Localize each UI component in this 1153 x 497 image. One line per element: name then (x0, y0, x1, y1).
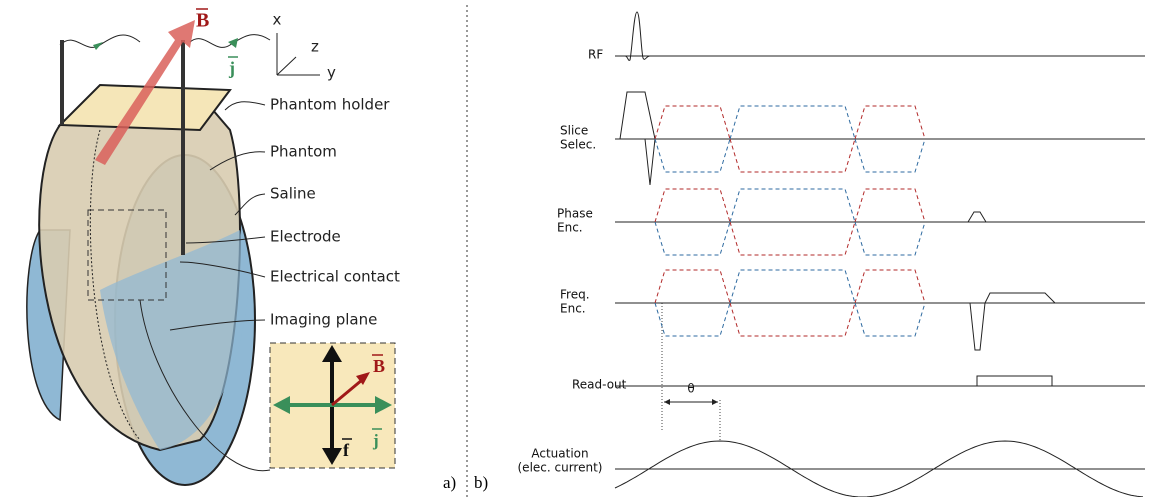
gradient-lobe (654, 105, 731, 140)
callout-label: Imaging plane (270, 311, 377, 329)
b-arrow (331, 378, 363, 407)
gradient-lobe (854, 221, 926, 256)
arrowhead (322, 345, 342, 362)
gradient-lobe (729, 221, 856, 256)
pulse-sequence: θ RFSliceSelec.PhaseEnc.Freq.Enc.Read-ou… (518, 11, 1145, 497)
edge (89, 129, 141, 441)
gradient-lobe (854, 302, 926, 337)
callout-label: Phantom holder (270, 96, 390, 114)
row-label: Enc. (560, 302, 586, 316)
wire (189, 34, 271, 48)
axis-z: z (311, 38, 319, 56)
holder-top (57, 83, 232, 132)
j-label: j (228, 58, 235, 78)
row-label: RF (588, 48, 603, 62)
axis (276, 56, 297, 76)
gradient-lobe (854, 188, 926, 223)
arrowhead (712, 399, 718, 405)
row-label: Phase (557, 207, 593, 221)
inset-j: j (372, 431, 379, 450)
phantom-illustration: B j x z y Phantom holder Phantom Saline Ele… (26, 8, 400, 486)
gradient-lobe (854, 138, 926, 173)
row-label: Actuation (531, 447, 588, 461)
b-label: B (196, 10, 209, 32)
row-label: Selec. (560, 138, 596, 152)
panel-label: a) (443, 473, 456, 492)
gradient-lobe (729, 269, 856, 304)
saline-fill (100, 230, 250, 450)
current-arrow (228, 38, 238, 48)
gradient-lobe (654, 302, 731, 337)
gradient-lobe (729, 302, 856, 337)
row-label: Freq. (560, 288, 590, 302)
callout-label: Electrode (270, 228, 341, 246)
gradient-lobe (854, 269, 926, 304)
arrowhead (664, 399, 670, 405)
row-label: Slice (560, 124, 588, 138)
wire (59, 34, 141, 48)
row-label: (elec. current) (518, 461, 603, 475)
gradient-lobe (729, 105, 856, 140)
gradient-lobe (654, 138, 731, 173)
callout-label: Saline (270, 185, 316, 203)
leader (169, 319, 266, 331)
readout-window (976, 375, 1053, 387)
gradient-lobe (654, 269, 731, 304)
gradient-lobe (729, 138, 856, 173)
leader (234, 193, 266, 216)
axis-y: y (327, 64, 336, 82)
current-arrow (93, 42, 103, 50)
labels: Phantom holder Phantom Saline Electrode Elec… (270, 96, 400, 329)
gradient-lobe (729, 188, 856, 223)
leader (224, 101, 266, 111)
rf-pulse (615, 11, 651, 61)
leader (209, 151, 266, 171)
leader (179, 261, 266, 278)
arrowhead (375, 396, 392, 414)
inset-b: B (373, 356, 385, 376)
callout-label: Phantom (270, 143, 337, 161)
callout-label: Electrical contact (270, 268, 400, 286)
gradient-lobe (854, 105, 926, 140)
panel-label: b) (474, 473, 488, 492)
theta-label: θ (687, 382, 694, 396)
gradient-lobe (654, 221, 731, 256)
b-field-arrow (95, 20, 195, 165)
arrowhead (322, 448, 342, 465)
leader (185, 236, 266, 244)
row-label: Enc. (557, 221, 583, 235)
inset-f: f (343, 440, 350, 460)
imaging-plane (87, 209, 167, 301)
leader (139, 299, 271, 472)
readout-gradient (969, 292, 1056, 351)
gradient-lobe (654, 188, 731, 223)
axis-x: x (273, 11, 282, 29)
actuation-wave (614, 440, 1144, 497)
row-label: Read-out (572, 378, 627, 392)
arrowhead (273, 396, 290, 414)
slice-gradient (619, 91, 656, 186)
arrowhead (356, 372, 370, 385)
phase-blip (967, 211, 987, 223)
